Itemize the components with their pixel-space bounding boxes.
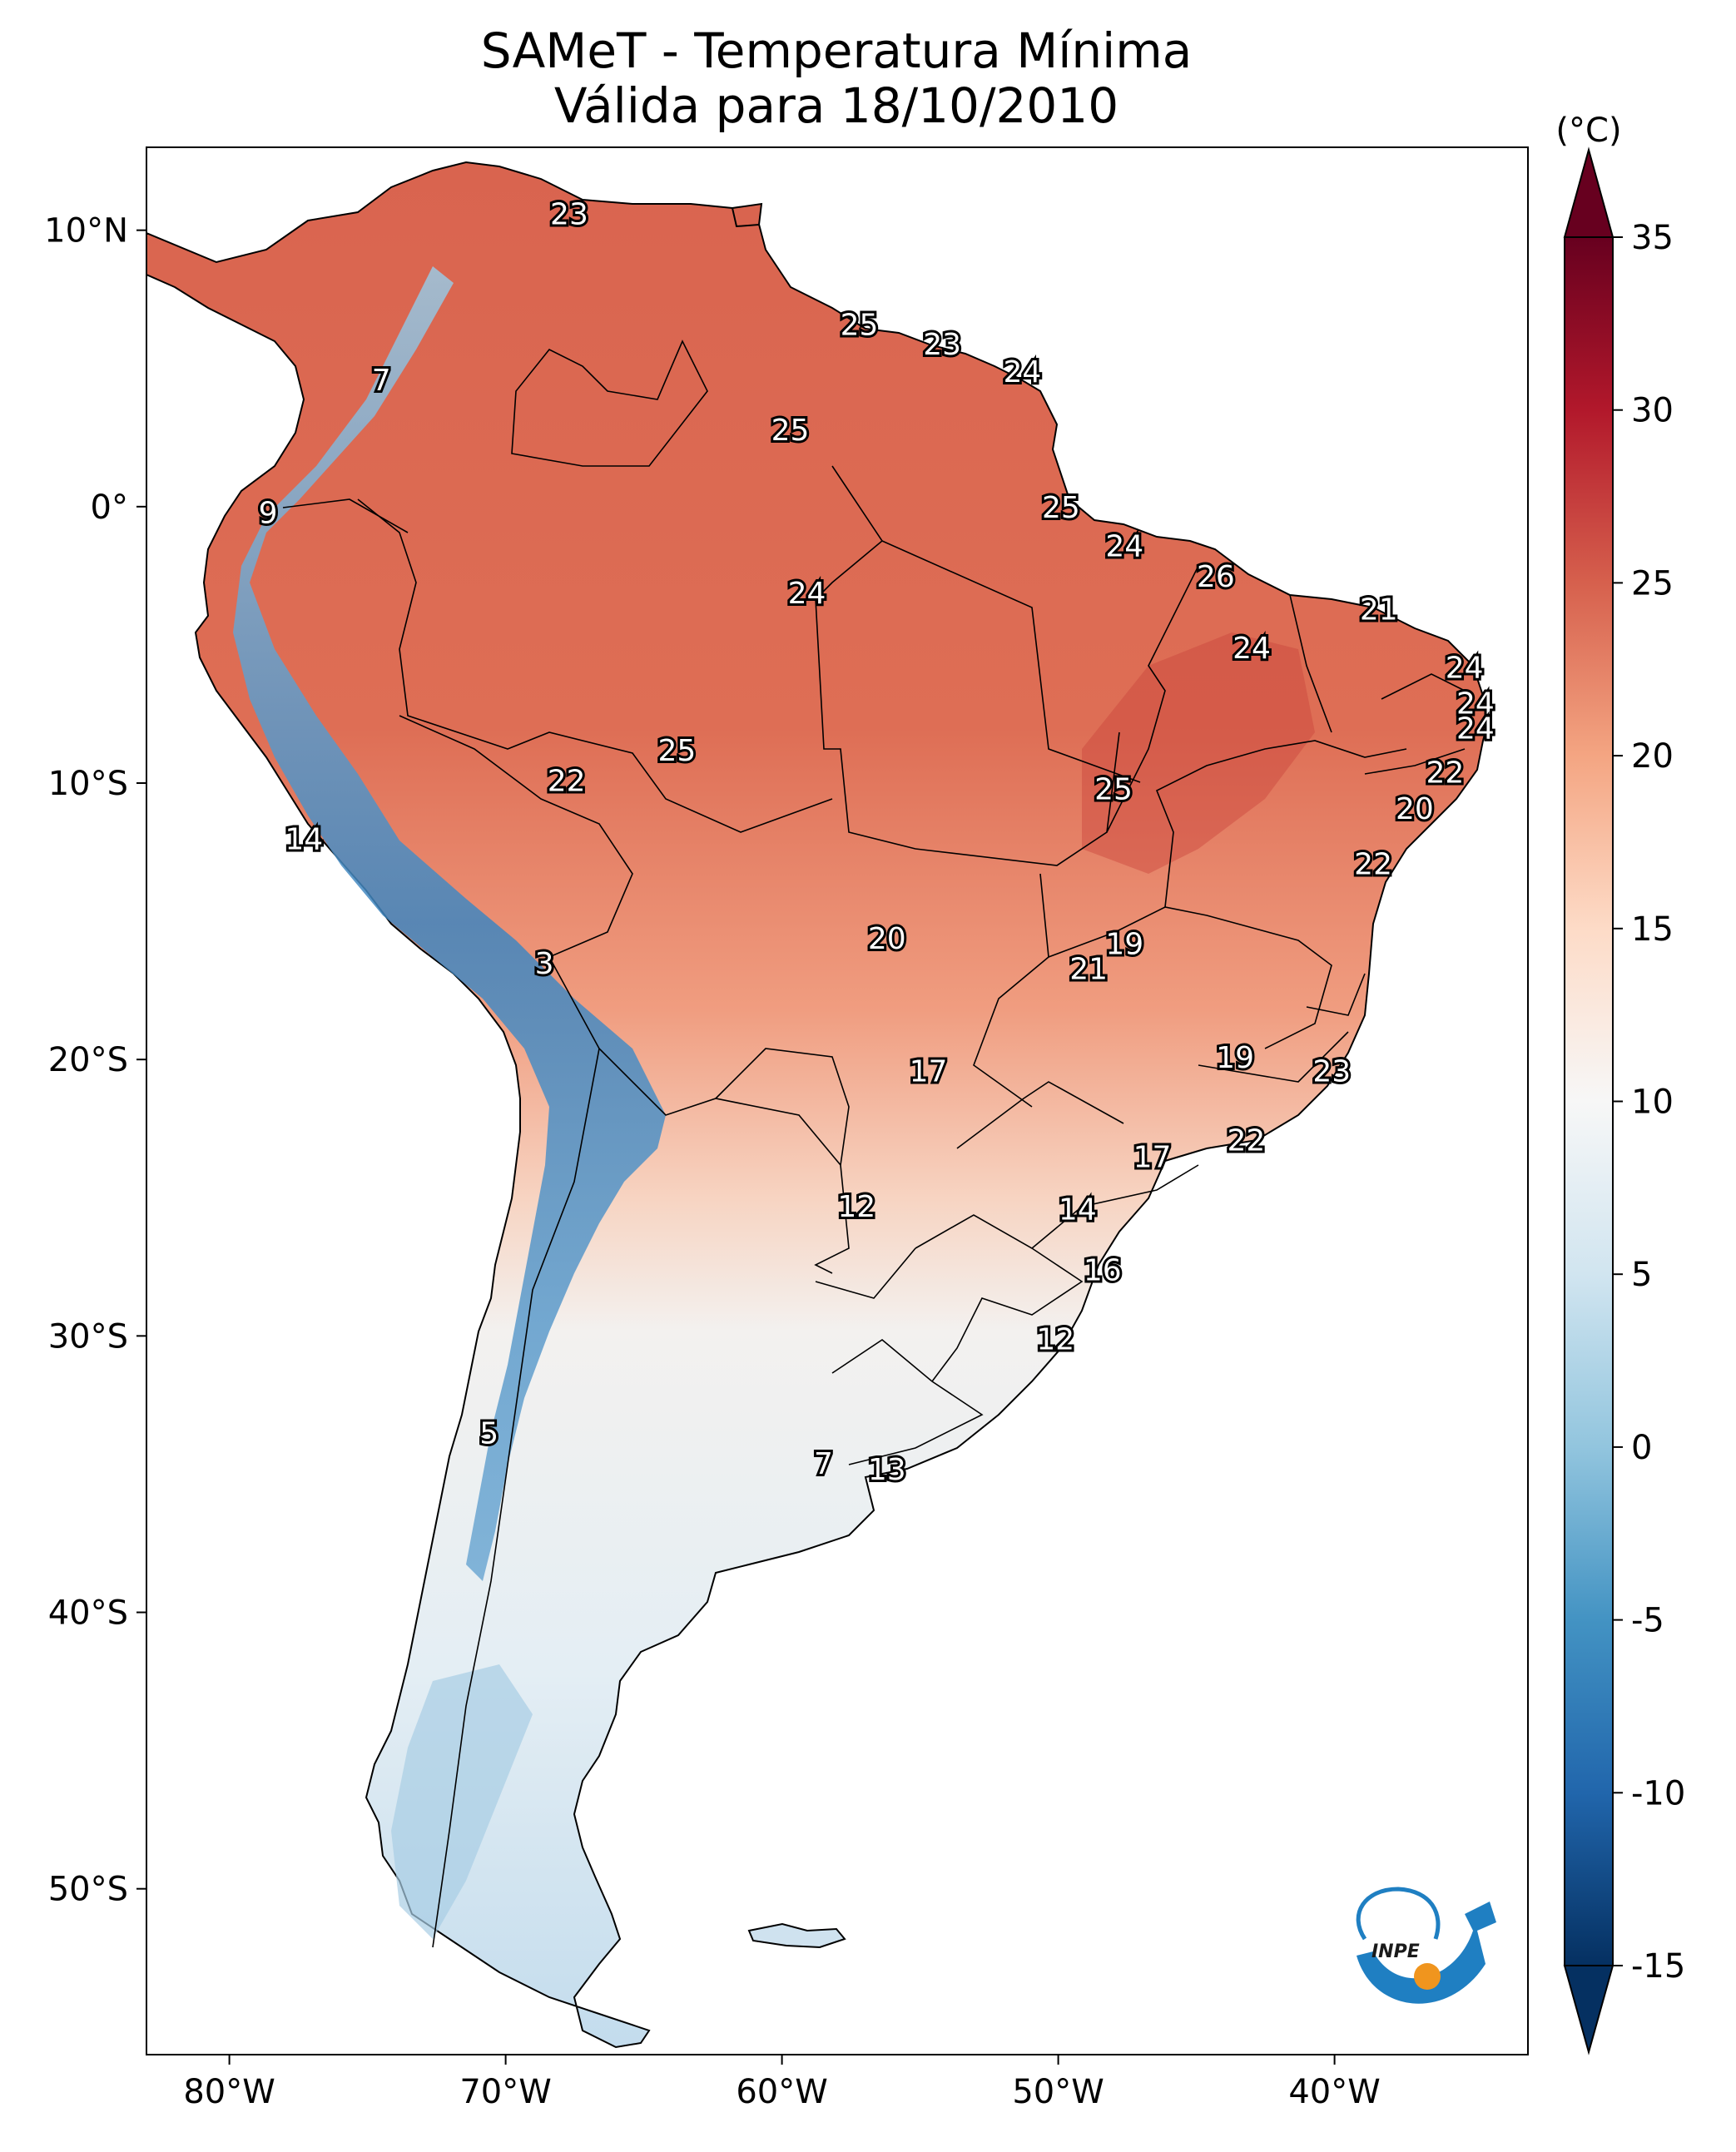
station-temperature-label: 7: [372, 364, 391, 398]
station-temperature-label: 14: [1059, 1193, 1097, 1227]
station-temperature-label: 5: [479, 1417, 498, 1451]
x-axis-ticks: 80°W 70°W 60°W 50°W 40°W: [183, 2055, 1381, 2111]
station-temperature-label: 23: [923, 328, 961, 362]
northeast-warm-region: [1082, 632, 1315, 874]
colorbar-tick-label: -10: [1631, 1774, 1685, 1812]
y-axis-ticks: 10°N 0° 10°S 20°S 30°S 40°S 50°S: [44, 212, 146, 1909]
colorbar-tick-label: 30: [1631, 392, 1674, 430]
station-temperature-label: 7: [814, 1447, 833, 1481]
station-temperature-label: 24: [788, 577, 826, 611]
station-temperature-label: 24: [1004, 355, 1042, 389]
station-temperature-label: 12: [837, 1190, 875, 1224]
colorbar-scale: [1564, 236, 1614, 1966]
colorbar-tick-label: 20: [1631, 737, 1674, 776]
logo-sun-circle: [1414, 1963, 1441, 1990]
station-temperature-label: 24: [1233, 632, 1271, 666]
colorbar-tick-label: 15: [1631, 910, 1674, 949]
andes-cold-region: [233, 266, 666, 1581]
colorbar-tick-label: -5: [1631, 1602, 1664, 1640]
station-temperature-label: 24: [1456, 712, 1495, 746]
y-tick-label: 40°S: [48, 1594, 128, 1633]
station-temperature-label: 14: [285, 822, 323, 856]
map-title-line-1: SAMeT - Temperatura Mínima: [480, 22, 1193, 79]
colorbar-tick-label: 35: [1631, 219, 1674, 257]
colorbar: (°C) 35 30 25 20 15 10 5 0 -5 -10 -15: [1555, 112, 1685, 2055]
y-tick-label: 10°S: [48, 765, 128, 803]
y-tick-label: 10°N: [44, 212, 128, 250]
x-tick-label: 40°W: [1288, 2073, 1380, 2111]
y-tick-label: 30°S: [48, 1317, 128, 1356]
station-temperature-label: 3: [535, 947, 554, 981]
x-tick-label: 50°W: [1012, 2073, 1104, 2111]
station-temperature-label: 9: [259, 496, 278, 530]
station-temperature-label: 22: [1426, 756, 1464, 791]
x-tick-label: 70°W: [459, 2073, 551, 2111]
colorbar-max-extension: [1563, 146, 1614, 238]
inpe-logo: INPE: [1356, 1887, 1496, 2004]
station-temperature-label: 22: [1354, 847, 1392, 881]
continent-layer: [146, 161, 1491, 2049]
y-tick-label: 50°S: [48, 1871, 128, 1909]
y-tick-label: 0°: [91, 488, 128, 527]
plot-frame: [146, 146, 1529, 2055]
falkland-islands: [747, 1922, 846, 1949]
colorbar-ticks: 35 30 25 20 15 10 5 0 -5 -10 -15: [1613, 219, 1685, 1986]
logo-orbit-arc: [1356, 1887, 1441, 1941]
station-temperature-label: 25: [1042, 491, 1080, 525]
x-tick-label: 60°W: [736, 2073, 827, 2111]
caribbean-islands: [731, 202, 763, 228]
map-title-line-2: Válida para 18/10/2010: [553, 77, 1119, 134]
logo-swoosh: [1357, 1902, 1496, 2004]
logo-text: INPE: [1371, 1941, 1420, 1962]
station-temperature-label: 23: [1312, 1054, 1351, 1088]
colorbar-unit-label: (°C): [1555, 112, 1621, 150]
patagonia-cool-region: [391, 1664, 533, 1939]
station-temperature-label: 23: [550, 198, 588, 232]
station-temperature-label: 24: [1456, 687, 1495, 721]
station-temperature-label: 19: [1105, 928, 1143, 962]
station-temperature-label: 19: [1216, 1041, 1254, 1075]
colorbar-tick-label: 25: [1631, 564, 1674, 602]
colorbar-tick-label: 10: [1631, 1083, 1674, 1122]
station-temperature-label: 22: [548, 765, 586, 799]
station-temperature-label: 25: [841, 309, 879, 343]
station-temperature-label: 20: [868, 922, 906, 956]
station-temperature-label: 25: [771, 414, 810, 448]
colorbar-tick-label: 0: [1631, 1429, 1652, 1467]
x-tick-label: 80°W: [183, 2073, 275, 2111]
y-tick-label: 20°S: [48, 1041, 128, 1079]
station-temperature-label: 21: [1360, 593, 1398, 627]
station-temperature-label: 16: [1084, 1254, 1122, 1288]
station-temperature-label: 13: [868, 1453, 906, 1487]
station-temperature-label: 26: [1197, 560, 1235, 594]
station-temperature-label: 22: [1227, 1124, 1265, 1158]
station-temperature-label: 12: [1036, 1323, 1074, 1357]
station-temperature-label: 24: [1446, 651, 1484, 685]
station-temperature-label: 25: [658, 734, 697, 768]
colorbar-min-extension: [1563, 1965, 1614, 2055]
station-temperature-label: 24: [1105, 529, 1143, 563]
station-temperature-label: 21: [1069, 953, 1108, 987]
colorbar-tick-label: 5: [1631, 1256, 1652, 1294]
station-temperature-label: 20: [1396, 792, 1434, 826]
station-temperature-label: 25: [1094, 773, 1133, 807]
station-temperature-label: 17: [910, 1054, 948, 1088]
country-borders: [282, 340, 1466, 1948]
colorbar-tick-label: -15: [1631, 1947, 1685, 1986]
station-temperature-label: 17: [1133, 1140, 1172, 1174]
